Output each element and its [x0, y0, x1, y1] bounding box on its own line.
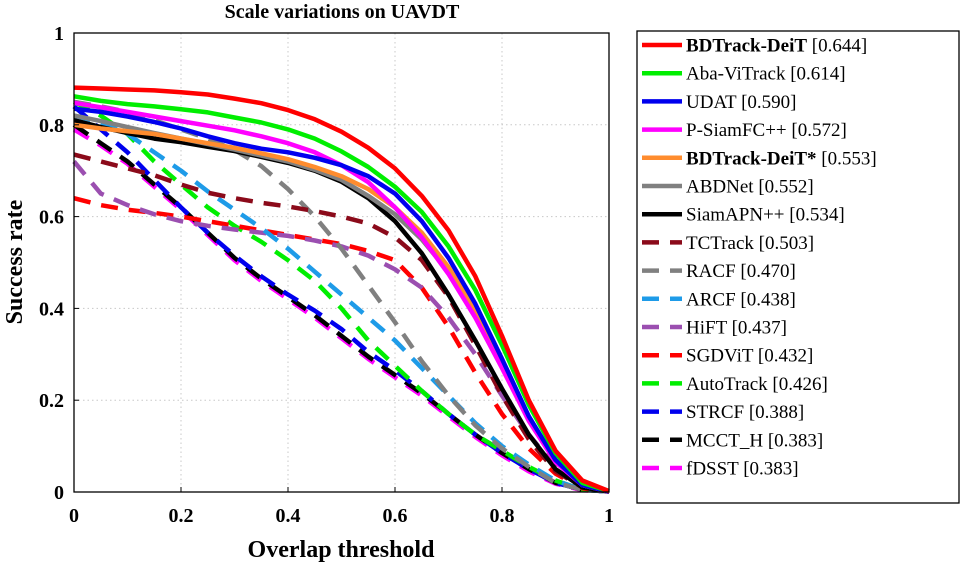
legend-label-sgdvit: SGDViT [0.432] — [686, 346, 813, 367]
legend-series-score: [0.590] — [736, 92, 796, 113]
legend-entry-abdnet: ABDNet [0.552] — [642, 177, 814, 198]
legend-entry-tctrack: TCTrack [0.503] — [642, 233, 814, 254]
legend-series-score: [0.553] — [817, 148, 877, 169]
legend-entry-fdsst: fDSST [0.383] — [642, 459, 799, 480]
legend-series-name: AutoTrack — [686, 374, 768, 395]
chart-title: Scale variations on UAVDT — [225, 1, 460, 23]
legend-label-abdnet: ABDNet [0.552] — [686, 177, 814, 198]
legend-series-score: [0.438] — [736, 289, 796, 310]
series-line-sgdvit — [73, 196, 610, 494]
legend-label-strcf: STRCF [0.388] — [686, 402, 804, 423]
legend-label-p-siamfc: P-SiamFC++ [0.572] — [686, 120, 847, 141]
legend-series-name: UDAT — [686, 92, 737, 113]
legend-entry-bdtrack-deit: BDTrack-DeiT [0.644] — [642, 36, 867, 57]
legend-label-racf: RACF [0.470] — [686, 261, 796, 282]
legend-series-name: fDSST — [686, 459, 739, 480]
legend-entry-mcct-h: MCCT_H [0.383] — [642, 430, 823, 451]
series-line-strcf — [72, 104, 610, 494]
legend-series-name: HiFT — [686, 318, 728, 339]
legend-series-name: SGDViT — [686, 346, 754, 367]
legend-series-score: [0.552] — [754, 177, 814, 198]
legend-entry-siamapn: SiamAPN++ [0.534] — [642, 205, 845, 226]
legend: BDTrack-DeiT [0.644] Aba-ViTrack [0.614] U… — [636, 30, 960, 504]
legend-label-hift: HiFT [0.437] — [686, 318, 787, 339]
legend-series-score: [0.383] — [763, 430, 823, 451]
legend-series-score: [0.426] — [768, 374, 828, 395]
series-line-aba-vitrack — [73, 94, 610, 494]
series-line-udat — [73, 106, 610, 494]
y-tick-label: 0.4 — [39, 298, 64, 320]
x-tick-label: 0.6 — [383, 505, 408, 527]
legend-series-name: BDTrack-DeiT* — [686, 148, 817, 169]
y-tick-label: 0.6 — [39, 207, 64, 229]
legend-box — [636, 30, 960, 504]
x-tick-label: 0 — [69, 505, 79, 527]
x-tick-label: 0.2 — [169, 505, 194, 527]
legend-series-name: TCTrack — [686, 233, 754, 254]
legend-series-score: [0.644] — [807, 36, 867, 57]
legend-label-udat: UDAT [0.590] — [686, 92, 796, 113]
legend-entry-hift: HiFT [0.437] — [642, 318, 787, 339]
x-tick-label: 0.4 — [276, 505, 301, 527]
legend-series-name: STRCF — [686, 402, 744, 423]
legend-series-score: [0.534] — [785, 205, 845, 226]
legend-label-tctrack: TCTrack [0.503] — [686, 233, 814, 254]
legend-series-score: [0.503] — [754, 233, 814, 254]
y-tick-label: 0 — [54, 482, 64, 504]
legend-entry-autotrack: AutoTrack [0.426] — [642, 374, 828, 395]
legend-entry-strcf: STRCF [0.388] — [642, 402, 804, 423]
legend-label-arcf: ARCF [0.438] — [686, 289, 796, 310]
legend-series-score: [0.383] — [738, 459, 798, 480]
axis-ticks: 0 0.2 0.4 0.6 0.8 1 0 0.2 0.4 0.6 0.8 1 — [39, 23, 614, 527]
y-tick-label: 1 — [54, 23, 64, 45]
legend-series-score: [0.572] — [787, 120, 847, 141]
legend-entry-arcf: ARCF [0.438] — [642, 289, 796, 310]
legend-label-mcct-h: MCCT_H [0.383] — [686, 430, 823, 451]
legend-series-score: [0.437] — [727, 318, 787, 339]
legend-series-score: [0.614] — [785, 64, 845, 85]
x-axis-label: Overlap threshold — [248, 537, 436, 563]
legend-label-bdtrack-deit: BDTrack-DeiT [0.644] — [686, 36, 867, 57]
legend-series-name: P-SiamFC++ — [686, 120, 787, 141]
legend-entry-sgdvit: SGDViT [0.432] — [642, 346, 813, 367]
legend-series-name: ARCF — [686, 289, 736, 310]
legend-series-name: Aba-ViTrack — [686, 64, 786, 85]
legend-series-name: SiamAPN++ — [686, 205, 785, 226]
series-line-tctrack — [73, 152, 610, 494]
legend-label-autotrack: AutoTrack [0.426] — [686, 374, 828, 395]
plot-frame — [73, 32, 610, 493]
x-tick-label: 0.8 — [490, 505, 515, 527]
legend-series-name: MCCT_H — [686, 430, 763, 451]
legend-series-name: ABDNet — [686, 177, 754, 198]
legend-entry-p-siamfc: P-SiamFC++ [0.572] — [642, 120, 847, 141]
legend-series-name: BDTrack-DeiT — [686, 36, 807, 57]
legend-label-fdsst: fDSST [0.383] — [686, 459, 799, 480]
legend-series-score: [0.388] — [744, 402, 804, 423]
series-line-bdtrack-deit — [73, 85, 610, 494]
legend-entry-udat: UDAT [0.590] — [642, 92, 796, 113]
legend-series-name: RACF — [686, 261, 736, 282]
x-tick-label: 1 — [604, 505, 614, 527]
y-axis-label: Success rate — [2, 199, 28, 324]
y-tick-label: 0.8 — [39, 115, 64, 137]
legend-label-bdtrack-deit: BDTrack-DeiT* [0.553] — [686, 148, 877, 169]
legend-series-score: [0.432] — [753, 346, 813, 367]
legend-entry-bdtrack-deit: BDTrack-DeiT* [0.553] — [642, 148, 877, 169]
legend-series-score: [0.470] — [736, 261, 796, 282]
legend-label-siamapn: SiamAPN++ [0.534] — [686, 205, 845, 226]
legend-label-aba-vitrack: Aba-ViTrack [0.614] — [686, 64, 846, 85]
y-tick-label: 0.2 — [39, 390, 64, 412]
series-lines — [72, 85, 610, 494]
legend-entry-racf: RACF [0.470] — [642, 261, 796, 282]
legend-entry-aba-vitrack: Aba-ViTrack [0.614] — [642, 64, 846, 85]
